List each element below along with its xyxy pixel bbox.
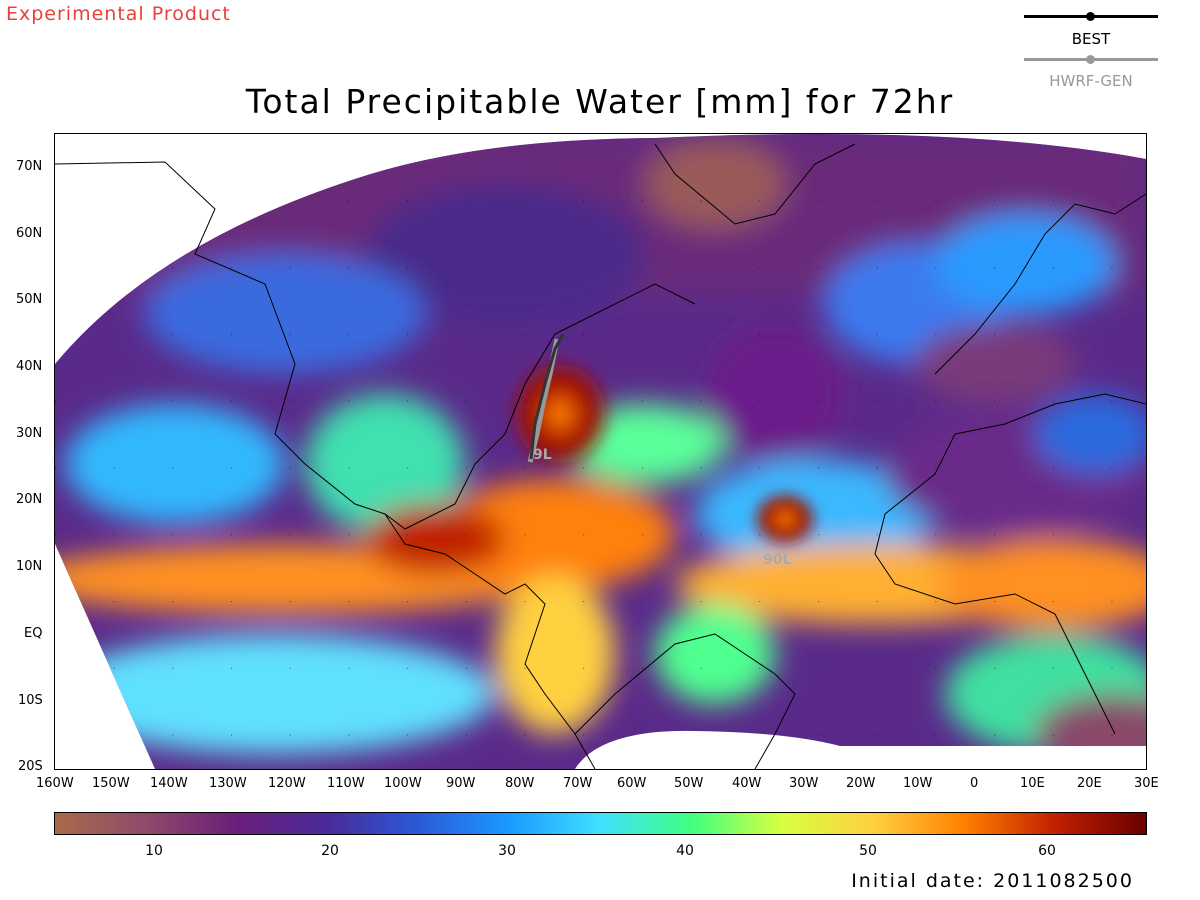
lat-label: 70N [16, 159, 43, 174]
lon-label: 20W [846, 776, 876, 791]
lon-label: 150W [92, 776, 130, 791]
lat-label: 40N [16, 359, 43, 374]
lon-label: 10E [1020, 776, 1045, 791]
lon-label: 130W [209, 776, 247, 791]
experimental-product-label: Experimental Product [6, 3, 231, 25]
storm-label-9l: 9L [533, 447, 552, 463]
lon-label: 120W [268, 776, 306, 791]
colorbar-tick: 30 [498, 843, 516, 859]
tpw-field [55, 134, 1146, 769]
legend-best-label: BEST [1071, 30, 1111, 48]
lon-label: 110W [327, 776, 365, 791]
lat-label: 20N [16, 492, 43, 507]
map-canvas: 9L 90L [55, 134, 1146, 769]
lon-label: 30E [1134, 776, 1159, 791]
lat-label: 20S [18, 759, 43, 774]
lat-label: 50N [16, 292, 43, 307]
lon-label: 10W [903, 776, 933, 791]
coastlines [55, 143, 1146, 769]
map-title: Total Precipitable Water [mm] for 72hr [245, 82, 955, 121]
storm-label-90l: 90L [763, 552, 791, 568]
initial-date: Initial date: 2011082500 [851, 870, 1134, 892]
lat-label: 10S [18, 693, 43, 708]
legend-hwrf-gen-label: HWRF-GEN [1049, 72, 1133, 90]
lon-label: 40W [732, 776, 762, 791]
colorbar-tick: 20 [321, 843, 339, 859]
colorbar-tick: 10 [145, 843, 163, 859]
lon-label: 0 [970, 776, 979, 791]
colorbar-tick: 60 [1038, 843, 1056, 859]
lon-label: 50W [674, 776, 704, 791]
lon-label: 90W [446, 776, 476, 791]
lon-label: 30W [789, 776, 819, 791]
lon-label: 70W [563, 776, 593, 791]
lon-label: 60W [617, 776, 647, 791]
hwrf-gen-track-marker [1086, 55, 1095, 64]
colorbar-tick: 50 [859, 843, 877, 859]
best-track [529, 333, 565, 460]
lat-label: 30N [16, 426, 43, 441]
best-track-marker [1086, 12, 1095, 21]
lon-label: 140W [150, 776, 188, 791]
lon-label: 100W [384, 776, 422, 791]
track-legend: BEST HWRF-GEN [1024, 8, 1158, 90]
lon-label: 20E [1077, 776, 1102, 791]
colorbar-tick: 40 [676, 843, 694, 859]
lat-label: EQ [24, 626, 43, 641]
lat-label: 60N [16, 226, 43, 241]
lon-label: 80W [505, 776, 535, 791]
lat-label: 10N [16, 559, 43, 574]
lon-label: 160W [36, 776, 74, 791]
colorbar [54, 812, 1147, 835]
precipitable-water-map: 9L 90L [54, 133, 1147, 770]
